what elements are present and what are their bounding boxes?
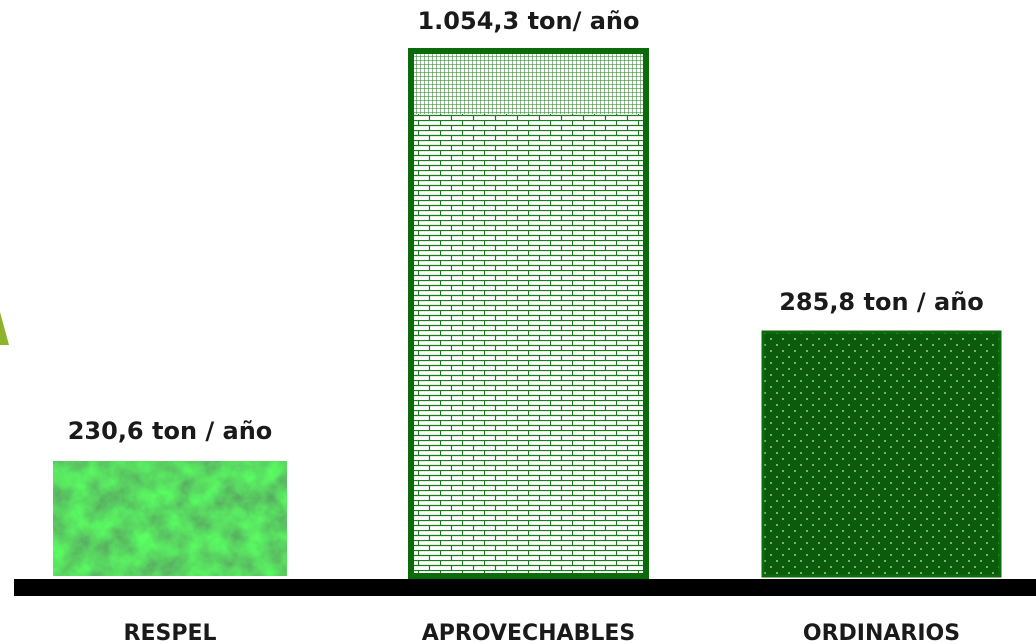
arrow-decoration [0,312,9,345]
value-label-aprovechables: 1.054,3 ton/ año [417,7,639,35]
bar-respel-rect [51,459,289,578]
category-label-respel: RESPEL [124,621,217,644]
bar-ordinarios [761,330,1002,578]
value-label-ordinarios: 285,8 ton / año [779,288,984,316]
bar-aprovechables-top-hatch [414,54,643,114]
bar-respel [51,459,289,578]
baseline [14,579,1036,596]
category-label-ordinarios: ORDINARIOS [803,621,960,644]
bar-aprovechables-rect [408,48,649,579]
value-label-respel: 230,6 ton / año [68,417,273,445]
bar-ordinarios-rect [761,330,1002,578]
bar-aprovechables [408,48,649,579]
category-label-aprovechables: APROVECHABLES [422,621,636,644]
